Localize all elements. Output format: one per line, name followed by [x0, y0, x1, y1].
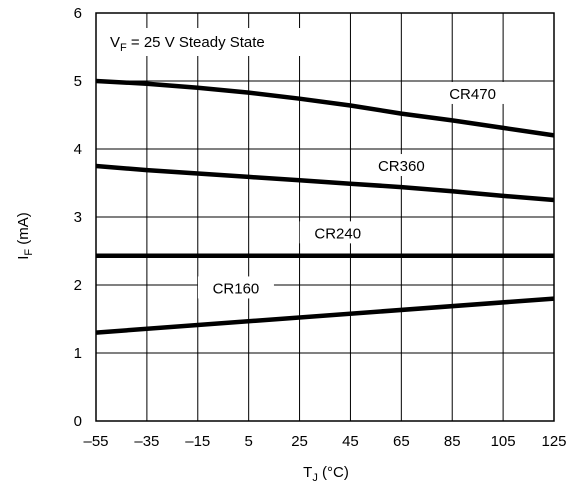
series-label-cr240: CR240: [314, 225, 361, 242]
series-label-background: [299, 221, 376, 244]
x-axis-unit: (°C): [318, 464, 349, 481]
series-label-cr360: CR360: [378, 158, 425, 175]
x-axis-symbol: T: [303, 464, 312, 481]
annotation-background: [104, 28, 316, 56]
x-axis-label: TJ (°C): [303, 464, 349, 484]
grid: [96, 13, 554, 421]
annotation-subscript: F: [120, 42, 127, 54]
x-tick-label: –35: [134, 433, 159, 450]
series-line-cr360: [95, 163, 555, 203]
condition-annotation: VF = 25 V Steady State: [110, 34, 265, 54]
series-label-background: [197, 276, 274, 299]
series-label-background: [434, 81, 511, 104]
y-tick-label: 0: [74, 413, 82, 430]
annotation-symbol: V: [110, 34, 120, 51]
x-tick-label: 85: [444, 433, 461, 450]
plot-frame: [95, 12, 555, 422]
x-tick-label: 105: [491, 433, 516, 450]
series-line-cr160: [95, 296, 555, 335]
series-line-cr470: [95, 78, 555, 138]
y-tick-label: 3: [74, 209, 82, 226]
y-tick-label: 6: [74, 5, 82, 22]
y-tick-label: 2: [74, 277, 82, 294]
y-axis-subscript: F: [23, 249, 35, 256]
x-axis-subscript: J: [312, 472, 318, 484]
y-axis-label: IF (mA): [15, 212, 35, 260]
y-axis-symbol: I: [15, 256, 32, 260]
x-tick-label: 45: [342, 433, 359, 450]
series-labels: CR470 CR360 CR240 CR160: [197, 81, 511, 299]
series-label-background: [363, 154, 440, 177]
x-tick-label: 25: [291, 433, 308, 450]
x-tick-label: 125: [541, 433, 566, 450]
x-tick-label: –15: [185, 433, 210, 450]
y-axis-unit: (mA): [15, 212, 32, 249]
annotation-text: = 25 V Steady State: [127, 34, 265, 51]
y-tick-label: 5: [74, 73, 82, 90]
series-label-cr160: CR160: [213, 280, 260, 297]
x-tick-label: –55: [83, 433, 108, 450]
x-tick-label: 5: [244, 433, 252, 450]
y-tick-label: 4: [74, 141, 82, 158]
series-label-cr470: CR470: [449, 86, 496, 103]
y-tick-label: 1: [74, 345, 82, 362]
x-tick-label: 65: [393, 433, 410, 450]
series-lines: [95, 78, 555, 335]
